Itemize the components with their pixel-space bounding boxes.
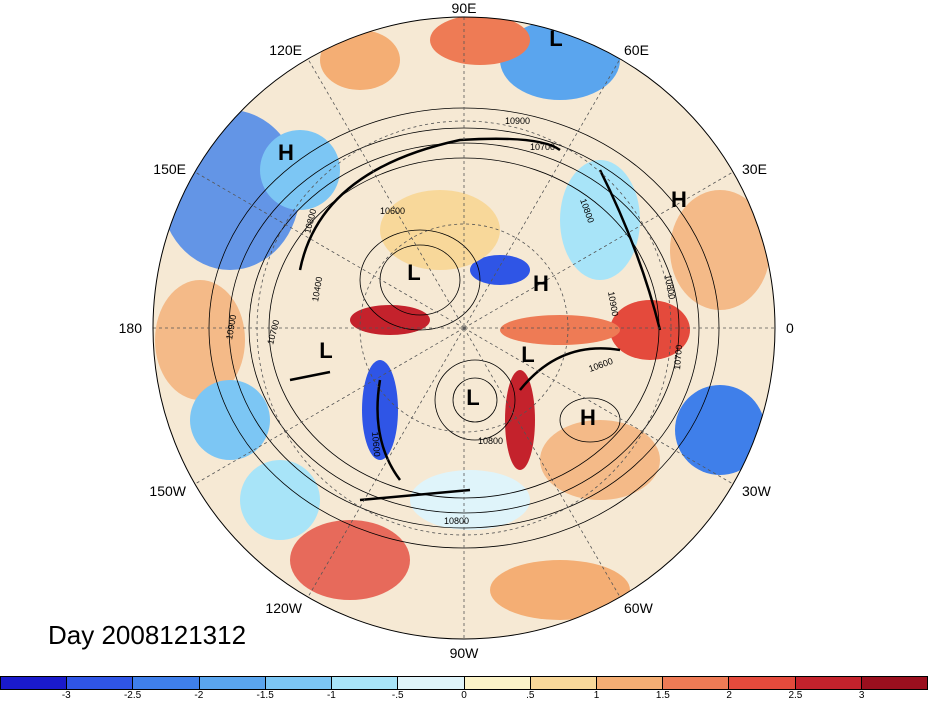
jet-contours (289, 137, 662, 502)
colorbar-tick-label: -3 (61, 690, 71, 701)
lon-label: 90W (450, 645, 480, 661)
colorbar-tick-label: 1 (593, 690, 600, 701)
colorbar-tick-label: -1 (326, 690, 336, 701)
pressure-center: H (533, 271, 549, 296)
colorbar-tick-label: -.5 (391, 690, 404, 701)
pressure-center: L (466, 385, 479, 410)
pressure-centers: L H H L H L L L H (278, 26, 687, 430)
day-label: Day 2008121312 (48, 620, 247, 650)
colorbar (0, 676, 928, 690)
colorbar-tick-label: -1.5 (256, 690, 274, 701)
colorbar-segment (861, 677, 928, 689)
contour-label: 10700 (672, 344, 684, 370)
pressure-center: H (580, 405, 596, 430)
colorbar-segment (133, 677, 200, 689)
colorbar-tick-label: 2.5 (788, 690, 803, 701)
contour-label: 10900 (606, 291, 620, 317)
lon-label: 90E (452, 0, 477, 16)
pressure-center: L (549, 26, 562, 51)
colorbar-segment (729, 677, 796, 689)
contour-label: 10400 (310, 276, 324, 302)
lon-label: 120W (265, 600, 302, 616)
colorbar-tick-label: .5 (526, 690, 535, 701)
colorbar-segment (265, 677, 333, 689)
contour-label: 10900 (505, 116, 530, 126)
contour-label: 10600 (370, 431, 382, 457)
map-boundary (152, 16, 776, 640)
colorbar-tick-label: -2 (194, 690, 204, 701)
colorbar-segment (464, 677, 531, 689)
contour-label: 10800 (478, 436, 503, 446)
lon-label: 120E (269, 42, 302, 58)
graticule (153, 17, 775, 639)
colorbar-segment (596, 677, 664, 689)
colorbar-tick-label: 2 (726, 690, 732, 701)
lon-label: 180 (119, 320, 143, 336)
colorbar-segment (67, 677, 134, 689)
colorbar-segment (663, 677, 730, 689)
pressure-center: L (407, 260, 420, 285)
contour-label: 10800 (663, 274, 677, 300)
colorbar-segment (1, 677, 68, 689)
colorbar-segment (332, 677, 399, 689)
longitude-labels: 90E 60E 30E 0 30W 60W 90W 120W 150W 180 … (119, 0, 794, 661)
pressure-center: L (521, 342, 534, 367)
colorbar-segment (795, 677, 862, 689)
contour-label: 10800 (444, 516, 469, 526)
colorbar-tick-label: -2.5 (123, 690, 142, 701)
colorbar-tick-label: 0 (461, 690, 467, 701)
lon-label: 150W (149, 483, 186, 499)
lon-label: 0 (786, 320, 794, 336)
lon-label: 150E (153, 161, 186, 177)
colorbar-segment (398, 677, 465, 689)
contour-label: 10700 (530, 142, 555, 152)
contour-label: 10600 (380, 206, 405, 216)
colorbar-tick-label: 1.5 (655, 690, 670, 701)
pressure-center: H (671, 187, 687, 212)
polar-map: 90E 60E 30E 0 30W 60W 90W 120W 150W 180 … (119, 0, 794, 661)
colorbar-segment (530, 677, 597, 689)
lon-label: 30E (742, 161, 767, 177)
pressure-center: H (278, 140, 294, 165)
lon-label: 60W (624, 600, 654, 616)
contour-label: 10900 (224, 314, 238, 340)
colorbar-tick-label: 3 (858, 690, 865, 701)
pressure-center: L (319, 338, 332, 363)
colorbar-ticks: -3 -2.5 -2 -1.5 -1 -.5 0 .5 1 1.5 2 2.5 3 (0, 690, 928, 702)
lon-label: 30W (742, 483, 772, 499)
lon-label: 60E (624, 42, 649, 58)
colorbar-segment (199, 677, 266, 689)
